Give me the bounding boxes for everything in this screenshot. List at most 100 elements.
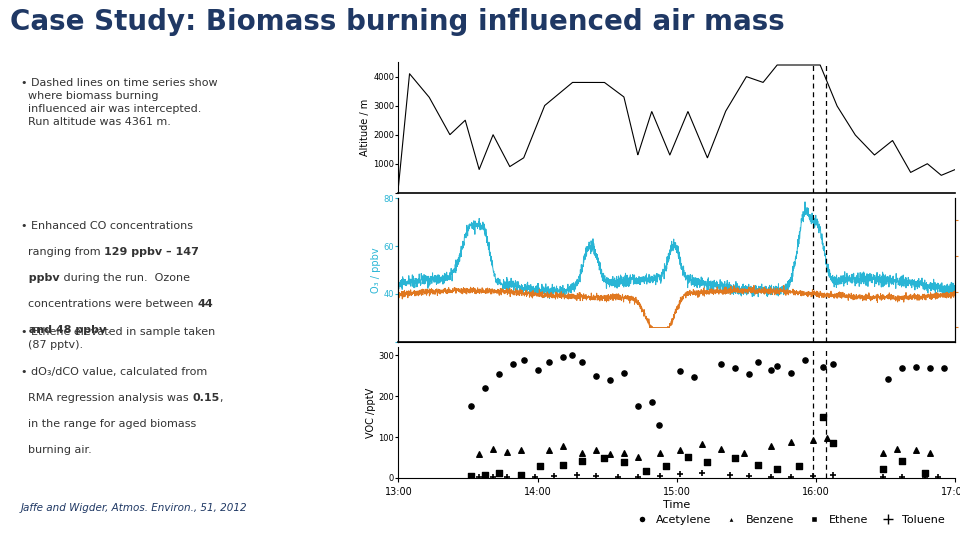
Point [722, 471, 737, 480]
Point [471, 472, 487, 481]
Point [499, 472, 515, 481]
Y-axis label: VOC /pptV: VOC /pptV [366, 388, 375, 438]
Point [602, 450, 617, 458]
Point [463, 402, 478, 411]
Point [533, 462, 548, 471]
Point [923, 448, 938, 457]
Point [588, 472, 604, 481]
Point [805, 472, 821, 481]
Point [815, 362, 830, 371]
Text: .: . [107, 325, 110, 335]
Point [685, 373, 701, 381]
Point [936, 364, 951, 373]
Text: burning air.: burning air. [21, 445, 92, 455]
Text: • Ethene elevated in sample taken
  (87 pptv).: • Ethene elevated in sample taken (87 pp… [21, 327, 215, 349]
Y-axis label: O₃ / ppbv: O₃ / ppbv [371, 247, 381, 293]
Text: Case Study: Biomass burning influenced air mass: Case Study: Biomass burning influenced a… [10, 8, 784, 36]
Point [764, 366, 780, 374]
Point [769, 464, 784, 473]
Point [588, 446, 604, 455]
Text: • Dashed lines on time series show
  where biomass burning
  influenced air was : • Dashed lines on time series show where… [21, 78, 218, 127]
Point [880, 375, 896, 383]
Point [825, 471, 840, 480]
Point [764, 442, 780, 450]
Point [694, 469, 709, 478]
Point [499, 448, 515, 456]
Point [713, 360, 729, 369]
Text: 0.15: 0.15 [192, 393, 220, 403]
Point [574, 456, 589, 465]
Point [658, 462, 673, 471]
Point [917, 472, 932, 481]
Point [672, 446, 687, 455]
Point [541, 357, 557, 366]
Point [889, 444, 904, 453]
Point [876, 472, 891, 481]
Point [541, 446, 557, 455]
Point [769, 361, 784, 370]
Point [644, 398, 660, 407]
Text: RMA regression analysis was: RMA regression analysis was [21, 393, 192, 403]
Point [908, 446, 924, 455]
Point [630, 453, 645, 461]
Point [908, 362, 924, 371]
Text: • dO₃/dCO value, calculated from: • dO₃/dCO value, calculated from [21, 367, 207, 377]
Point [876, 448, 891, 457]
Point [741, 369, 756, 378]
Point [564, 351, 580, 360]
Point [750, 461, 765, 469]
Point [917, 469, 932, 477]
Point [728, 454, 743, 463]
Text: concentrations were between: concentrations were between [21, 299, 197, 309]
Point [491, 369, 506, 378]
Point [653, 448, 668, 457]
Point [514, 471, 529, 480]
Point [574, 357, 589, 366]
Point [895, 472, 910, 481]
Point [653, 472, 668, 481]
Point [530, 366, 545, 374]
Point [546, 472, 562, 481]
Text: 44: 44 [197, 299, 213, 309]
Point [923, 364, 938, 373]
Legend: Acetylene, Benzene, Ethene, Toluene: Acetylene, Benzene, Ethene, Toluene [626, 510, 949, 529]
Text: and 48 ppbv: and 48 ppbv [21, 325, 107, 335]
Point [820, 434, 835, 442]
Point [750, 357, 765, 366]
Point [616, 448, 632, 457]
Text: Jaffe and Wigder, Atmos. Environ., 51, 2012: Jaffe and Wigder, Atmos. Environ., 51, 2… [21, 503, 248, 513]
Point [713, 444, 729, 453]
Point [700, 458, 715, 467]
Point [783, 368, 799, 377]
Point [616, 458, 632, 467]
Point [805, 436, 821, 444]
Point [815, 413, 830, 422]
Point [555, 442, 570, 450]
Point [825, 360, 840, 369]
Point [588, 372, 604, 380]
Point [681, 453, 696, 461]
Point [611, 472, 626, 481]
Point [616, 368, 632, 377]
Point [514, 446, 529, 455]
Point [569, 471, 585, 480]
Text: during the run.  Ozone: during the run. Ozone [60, 273, 190, 284]
Point [630, 402, 645, 411]
Point [486, 444, 501, 453]
Point [694, 440, 709, 449]
Y-axis label: Altitude / m: Altitude / m [360, 99, 371, 156]
Point [638, 466, 654, 475]
Point [792, 462, 807, 471]
Point [651, 421, 666, 429]
Point [783, 472, 799, 481]
Text: • Enhanced CO concentrations: • Enhanced CO concentrations [21, 221, 193, 232]
Point [797, 355, 812, 364]
Point [825, 439, 840, 448]
Point [630, 472, 645, 481]
X-axis label: Time: Time [663, 500, 690, 510]
Point [477, 470, 492, 479]
Text: in the range for aged biomass: in the range for aged biomass [21, 419, 197, 429]
Point [486, 472, 501, 481]
Text: ranging from: ranging from [21, 247, 105, 258]
Point [764, 472, 780, 481]
